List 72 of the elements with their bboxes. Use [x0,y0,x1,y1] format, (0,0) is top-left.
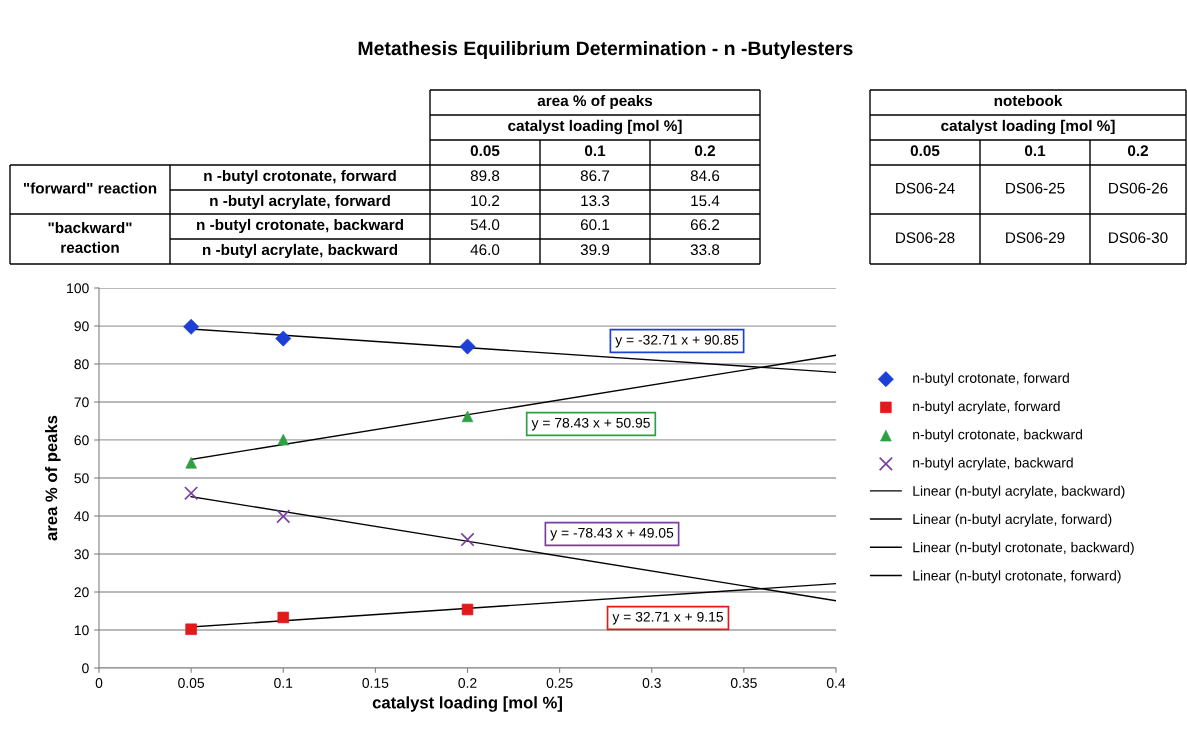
x-tick-label: 0.05 [178,678,205,688]
text: 10.2 [471,195,500,207]
text: 0.05 [910,145,940,157]
annotation: y = -78.43 x + 49.05 [550,527,674,541]
x-tick-label: 0.25 [546,678,573,688]
legend-label: n-butyl acrylate, backward [913,457,1073,471]
text: 46.0 [470,244,500,256]
y-tick-label: 70 [74,397,89,408]
text: DS06-29 [1006,232,1065,244]
text: 33.8 [690,244,720,256]
chart-title: Metathesis Equilibrium Determination - n -Butylesters [358,40,853,60]
y-tick-label: 50 [74,473,89,484]
text: "backward" reaction [48,221,132,253]
text: 54.0 [470,219,500,231]
y-tick-label: 100 [67,283,89,294]
text: catalyst loading [mol %] [508,119,682,135]
text: DS06-25 [1006,182,1065,194]
text: 86.7 [580,170,610,182]
text: n -butyl acrylate, forward [210,194,390,210]
legend-label: Linear (n-butyl acrylate, forward) [913,513,1112,527]
text: DS06-26 [1109,182,1168,194]
x-tick-label: 0.4 [826,678,846,688]
text: DS06-24 [896,182,955,194]
y-tick-label: 30 [74,549,89,560]
text: n -butyl crotonate, backward [197,218,403,234]
text: 0.05 [470,145,500,157]
text: 60.1 [580,219,610,231]
text: 0.1 [1024,145,1046,157]
y-tick-label: 60 [74,435,89,446]
text: 0.2 [1127,145,1149,157]
text: 0.2 [694,145,716,157]
legend-label: n-butyl crotonate, forward [913,372,1069,386]
legend-label: Linear (n-butyl acrylate, backward) [913,485,1125,499]
point [276,509,291,524]
x-tick-label: 0.2 [458,678,477,688]
text: notebook [994,94,1063,107]
y-tick-label: 10 [74,625,89,636]
annotation: y = 78.43 x + 50.95 [531,417,650,431]
x-tick-label: 0.3 [642,678,661,688]
text: DS06-28 [896,232,955,244]
point [460,532,475,547]
legend-label: Linear (n-butyl crotonate, forward) [913,570,1121,584]
text: 89.8 [470,170,500,182]
y-tick-label: 80 [74,359,89,370]
y-tick-label: 90 [74,321,89,332]
text: catalyst loading [mol %] [941,119,1115,135]
x-axis-title: catalyst loading [mol %] [372,696,562,712]
text: 66.2 [690,219,720,231]
text: area % of peaks [537,94,653,110]
text: 0.1 [584,145,606,157]
x-tick-label: 0.15 [362,678,389,688]
y-tick-label: 0 [82,663,89,674]
text: n -butyl crotonate, forward [204,169,396,185]
point [184,486,199,501]
legend-label: n-butyl crotonate, backward [913,429,1082,443]
x-tick-label: 0.1 [274,678,293,688]
text: n -butyl acrylate, backward [202,243,398,259]
text: DS06-30 [1109,232,1168,244]
x-tick-label: 0 [95,678,103,688]
text: 39.9 [580,244,610,256]
text: "forward" reaction [23,182,157,194]
y-tick-label: 40 [74,511,89,522]
annotation: y = 32.71 x + 9.15 [612,611,724,625]
x-tick-label: 0.35 [730,678,757,688]
legend-label: n-butyl acrylate, forward [913,400,1060,414]
legend-label: Linear (n-butyl crotonate, backward) [913,542,1134,556]
text: 15.4 [691,195,720,207]
text: 84.6 [690,170,720,182]
text: 13.3 [581,195,610,207]
y-tick-label: 20 [74,587,89,598]
y-axis-title: area % of peaks [45,415,61,541]
annotation: y = -32.71 x + 90.85 [615,334,739,348]
